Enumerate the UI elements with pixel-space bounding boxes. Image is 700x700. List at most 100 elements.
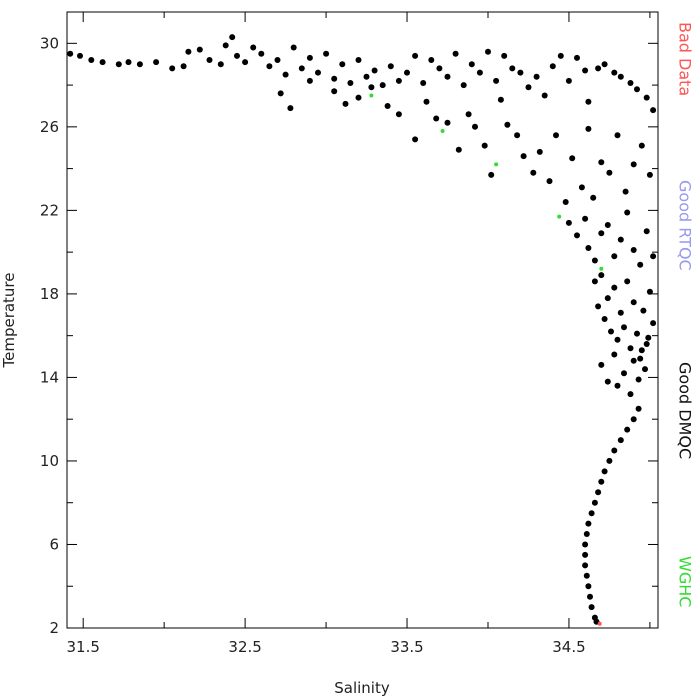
data-point-good-dmqc-127 [611, 284, 618, 291]
data-point-good-dmqc-80 [433, 115, 440, 122]
data-point-bad-data-0 [597, 621, 602, 626]
data-point-good-dmqc-11 [196, 46, 203, 53]
data-point-good-dmqc-164 [582, 541, 589, 548]
data-point-good-dmqc-109 [582, 215, 589, 222]
data-point-good-dmqc-153 [624, 426, 631, 433]
data-point-good-dmqc-7 [153, 59, 160, 66]
y-tick-label: 2 [49, 619, 59, 637]
data-point-good-dmqc-67 [643, 94, 650, 101]
x-axis-title: Salinity [334, 679, 390, 697]
data-point-good-dmqc-103 [622, 188, 629, 195]
y-axis-title: Temperature [0, 272, 18, 368]
legend-label-bad-data: Bad Data [676, 22, 695, 96]
data-point-good-dmqc-121 [591, 278, 598, 285]
data-point-good-dmqc-62 [601, 61, 608, 68]
data-point-good-dmqc-94 [553, 132, 559, 139]
data-point-wghc-3 [557, 214, 562, 219]
data-point-good-dmqc-142 [611, 351, 618, 358]
data-point-good-dmqc-113 [604, 222, 611, 228]
data-point-good-dmqc-158 [598, 478, 605, 485]
data-point-good-dmqc-54 [541, 92, 548, 99]
data-point-good-dmqc-56 [557, 52, 564, 59]
data-point-good-dmqc-37 [404, 69, 410, 76]
data-point-good-dmqc-101 [606, 169, 613, 176]
data-point-good-dmqc-43 [452, 50, 459, 57]
data-point-good-dmqc-75 [368, 84, 375, 91]
data-point-good-dmqc-145 [627, 391, 634, 398]
data-point-good-dmqc-38 [412, 52, 419, 59]
data-point-good-dmqc-143 [614, 382, 621, 389]
data-point-wghc-1 [440, 129, 445, 133]
y-tick-label: 30 [40, 34, 59, 52]
data-point-good-dmqc-68 [650, 107, 657, 114]
data-point-good-dmqc-22 [282, 71, 289, 78]
data-point-good-dmqc-77 [395, 111, 402, 118]
data-point-good-dmqc-107 [565, 219, 572, 226]
data-point-good-dmqc-159 [595, 489, 602, 496]
data-point-good-dmqc-99 [590, 194, 597, 201]
data-point-good-dmqc-78 [412, 136, 419, 143]
data-point-good-dmqc-39 [420, 80, 427, 86]
data-point-good-dmqc-129 [617, 309, 624, 316]
data-point-good-dmqc-51 [517, 69, 524, 76]
data-point-good-dmqc-124 [601, 316, 608, 322]
data-point-good-dmqc-45 [468, 61, 475, 68]
y-tick-label: 10 [40, 452, 59, 470]
data-point-good-dmqc-9 [180, 63, 187, 70]
data-point-good-dmqc-110 [585, 245, 592, 251]
data-point-good-dmqc-60 [585, 98, 592, 105]
data-point-good-dmqc-128 [614, 336, 621, 343]
data-point-good-dmqc-87 [497, 96, 504, 103]
marks-layer [67, 34, 657, 626]
data-point-good-dmqc-88 [504, 121, 511, 128]
data-point-good-dmqc-36 [395, 77, 402, 84]
data-point-good-dmqc-29 [339, 61, 346, 68]
data-point-good-dmqc-90 [520, 153, 527, 160]
data-point-good-dmqc-134 [634, 330, 640, 337]
data-point-good-dmqc-137 [643, 341, 650, 347]
data-point-good-dmqc-8 [169, 65, 176, 72]
data-point-good-dmqc-25 [306, 54, 313, 61]
data-point-good-dmqc-40 [428, 57, 435, 63]
data-point-good-dmqc-118 [637, 261, 644, 268]
data-point-good-dmqc-33 [371, 67, 378, 74]
data-point-good-dmqc-125 [604, 295, 611, 302]
data-point-good-dmqc-86 [488, 171, 495, 178]
data-point-good-dmqc-112 [598, 230, 605, 237]
data-point-good-dmqc-12 [206, 57, 213, 63]
data-point-wghc-4 [599, 266, 604, 271]
data-point-good-dmqc-46 [476, 69, 483, 76]
data-point-good-dmqc-57 [565, 77, 572, 84]
data-point-good-dmqc-157 [601, 468, 608, 475]
data-point-good-dmqc-64 [617, 73, 624, 80]
data-point-good-dmqc-69 [277, 90, 284, 97]
data-point-good-dmqc-50 [509, 65, 516, 72]
x-tick-label: 31.5 [66, 638, 99, 656]
x-tick-label: 32.5 [228, 638, 261, 656]
data-point-good-dmqc-83 [465, 111, 472, 118]
data-point-good-dmqc-10 [185, 48, 192, 55]
data-point-good-dmqc-76 [384, 103, 391, 109]
data-point-good-dmqc-148 [638, 347, 645, 354]
data-point-good-dmqc-84 [472, 123, 478, 130]
y-tick-label: 26 [40, 118, 59, 136]
legend-label-wghc: WGHC [676, 556, 695, 607]
data-point-good-dmqc-3 [99, 59, 106, 66]
data-point-good-dmqc-65 [627, 80, 634, 86]
data-point-good-dmqc-81 [444, 119, 451, 126]
data-point-good-dmqc-169 [587, 593, 593, 600]
data-point-good-dmqc-85 [481, 142, 488, 149]
data-point-good-dmqc-160 [591, 499, 598, 506]
data-point-good-dmqc-0 [67, 50, 74, 57]
y-tick-label: 14 [40, 368, 59, 386]
data-point-good-dmqc-17 [242, 59, 249, 66]
data-point-good-dmqc-74 [355, 94, 362, 101]
data-point-good-dmqc-100 [598, 159, 605, 166]
data-point-good-dmqc-31 [355, 57, 362, 63]
data-point-good-dmqc-114 [611, 253, 618, 260]
data-point-good-dmqc-97 [578, 184, 585, 191]
data-point-good-dmqc-117 [630, 247, 637, 253]
data-point-good-dmqc-146 [630, 357, 637, 364]
y-tick-label: 22 [40, 201, 59, 219]
